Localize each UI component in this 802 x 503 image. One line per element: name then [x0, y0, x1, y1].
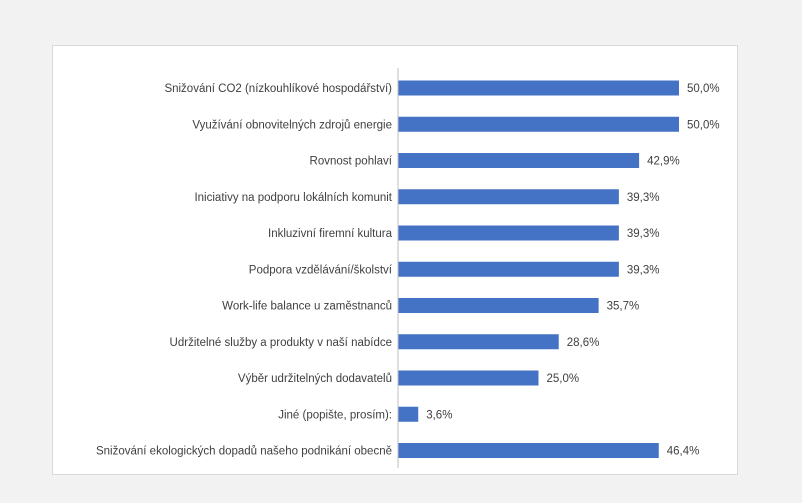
- value-label: 39,3%: [627, 228, 660, 240]
- bar: [398, 261, 619, 277]
- value-label: 35,7%: [607, 301, 640, 313]
- category-labels: Snižování CO2 (nízkouhlíkové hospodářstv…: [96, 83, 393, 458]
- category-label: Výběr udržitelných dodavatelů: [238, 373, 392, 385]
- bar: [398, 406, 419, 422]
- value-label: 42,9%: [647, 156, 680, 168]
- value-label: 39,3%: [627, 192, 660, 204]
- value-label: 39,3%: [627, 264, 660, 276]
- category-label: Snižování CO2 (nízkouhlíkové hospodářstv…: [164, 83, 392, 95]
- bar: [398, 189, 619, 205]
- value-label: 25,0%: [547, 373, 580, 385]
- bar: [398, 334, 559, 350]
- category-label: Work-life balance u zaměstnanců: [222, 301, 392, 313]
- category-label: Inkluzivní firemní kultura: [268, 228, 393, 240]
- bar: [398, 225, 619, 241]
- bar: [398, 153, 640, 168]
- value-label: 28,6%: [567, 337, 600, 349]
- value-labels: 50,0% 50,0% 42,9% 39,3% 39,3% 39,3% 35,7% 28,6%…: [426, 83, 719, 458]
- bar: [398, 80, 679, 96]
- bar: [398, 116, 679, 132]
- value-label: 50,0%: [687, 119, 720, 131]
- category-label: Iniciativy na podporu lokálních komunit: [194, 192, 392, 204]
- bar: [398, 370, 539, 386]
- category-label: Snižování ekologických dopadů našeho pod…: [96, 446, 392, 458]
- value-label: 50,0%: [687, 83, 720, 95]
- bar: [398, 298, 599, 313]
- value-label: 46,4%: [667, 446, 700, 458]
- category-label: Využívání obnovitelných zdrojů energie: [192, 119, 392, 131]
- category-label: Jiné (popište, prosím):: [278, 409, 392, 421]
- category-label: Podpora vzdělávání/školství: [249, 264, 393, 276]
- bars: [398, 80, 679, 458]
- category-label: Udržitelné služby a produkty v naší nabí…: [170, 337, 392, 349]
- bar: [398, 443, 659, 458]
- value-label: 3,6%: [426, 409, 452, 421]
- chart-card: Snižování CO2 (nízkouhlíkové hospodářstv…: [52, 45, 738, 475]
- bar-chart: Snižování CO2 (nízkouhlíkové hospodářstv…: [96, 68, 720, 468]
- category-label: Rovnost pohlaví: [310, 156, 393, 168]
